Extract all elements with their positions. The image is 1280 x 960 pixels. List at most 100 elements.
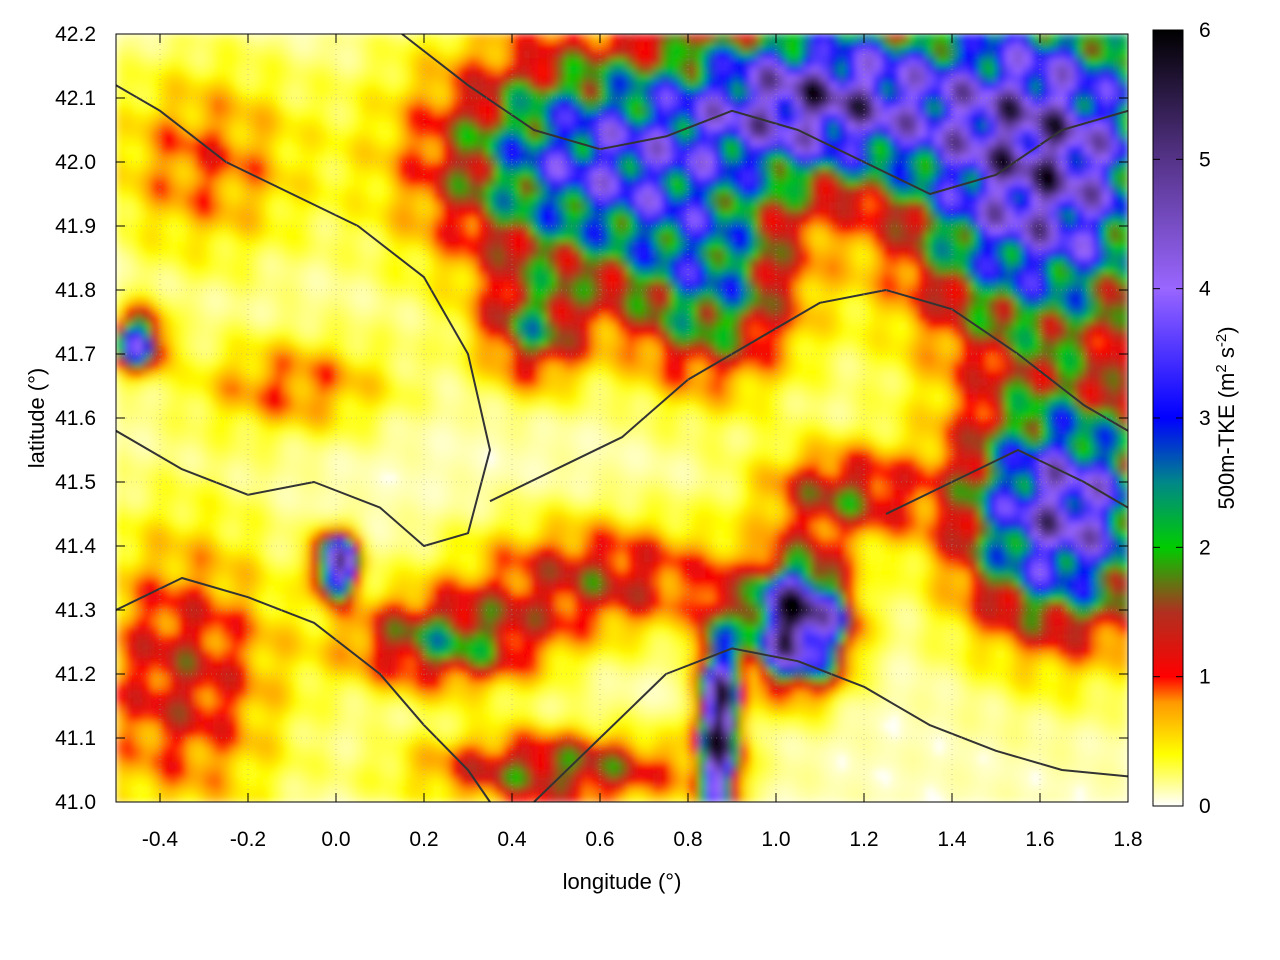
tke-cell xyxy=(318,74,328,83)
tke-cell xyxy=(204,362,214,371)
tke-cell xyxy=(212,338,223,347)
tke-cell xyxy=(529,210,539,219)
tke-cell xyxy=(248,34,258,43)
tke-cell xyxy=(318,234,328,243)
tke-cell xyxy=(811,226,821,235)
tke-cell xyxy=(705,346,715,355)
tke-cell xyxy=(679,306,689,315)
tke-cell xyxy=(617,162,627,171)
tke-cell xyxy=(388,218,399,227)
tke-cell xyxy=(714,354,724,363)
tke-cell xyxy=(362,218,372,227)
tke-cell xyxy=(1013,122,1023,131)
tke-cell xyxy=(230,250,240,259)
tke-cell xyxy=(221,74,231,83)
tke-cell xyxy=(626,194,636,203)
tke-cell xyxy=(476,58,487,67)
tke-cell xyxy=(1057,322,1067,331)
tke-cell xyxy=(1084,370,1094,379)
tke-cell xyxy=(265,90,275,99)
tke-cell xyxy=(987,98,997,107)
tke-cell xyxy=(564,74,575,83)
tke-cell xyxy=(177,146,187,155)
tke-cell xyxy=(952,210,962,219)
tke-cell xyxy=(406,226,416,235)
tke-cell xyxy=(274,322,284,331)
tke-cell xyxy=(1031,186,1041,195)
tke-cell xyxy=(1040,266,1050,275)
tke-cell xyxy=(1119,306,1128,315)
tke-cell xyxy=(476,178,487,187)
tke-cell xyxy=(688,218,698,227)
tke-cell xyxy=(564,170,575,179)
tke-cell xyxy=(969,98,979,107)
tke-cell xyxy=(151,338,161,347)
tke-cell xyxy=(811,322,821,331)
tke-cell xyxy=(309,106,319,115)
tke-cell xyxy=(512,50,522,59)
tke-cell xyxy=(1048,306,1059,315)
tke-cell xyxy=(309,274,319,283)
tke-cell xyxy=(952,178,962,187)
tke-cell xyxy=(943,362,953,371)
tke-cell xyxy=(168,370,179,379)
tke-cell xyxy=(899,274,909,283)
tke-cell xyxy=(969,114,979,123)
tke-cell xyxy=(644,338,654,347)
tke-cell xyxy=(151,354,161,363)
tke-cell xyxy=(600,90,610,99)
tke-cell xyxy=(380,314,390,323)
tke-cell xyxy=(1004,330,1015,339)
tke-cell xyxy=(855,330,865,339)
tke-cell xyxy=(837,98,847,107)
tke-cell xyxy=(758,362,768,371)
tke-cell xyxy=(1066,362,1076,371)
tke-cell xyxy=(520,170,531,179)
tke-cell xyxy=(344,202,355,211)
tke-cell xyxy=(476,290,487,299)
tke-cell xyxy=(969,42,979,51)
tke-cell xyxy=(362,90,372,99)
tke-cell xyxy=(696,306,707,315)
tke-cell xyxy=(476,242,487,251)
tke-cell xyxy=(116,210,126,219)
tke-cell xyxy=(424,98,434,107)
tke-cell xyxy=(441,306,451,315)
tke-cell xyxy=(459,306,469,315)
tke-cell xyxy=(248,210,258,219)
tke-cell xyxy=(652,162,663,171)
tke-cell xyxy=(591,138,601,147)
tke-cell xyxy=(221,178,231,187)
tke-cell xyxy=(397,178,407,187)
tke-cell xyxy=(1119,114,1128,123)
tke-cell xyxy=(943,82,953,91)
tke-cell xyxy=(415,314,425,323)
tke-cell xyxy=(432,354,443,363)
tke-cell xyxy=(679,354,689,363)
tke-cell xyxy=(318,298,328,307)
tke-cell xyxy=(996,266,1006,275)
tke-cell xyxy=(890,266,900,275)
tke-cell xyxy=(758,162,768,171)
tke-cell xyxy=(811,290,821,299)
tke-cell xyxy=(476,210,487,219)
tke-cell xyxy=(1022,106,1032,115)
tke-cell xyxy=(1066,178,1076,187)
tke-cell xyxy=(811,354,821,363)
tke-cell xyxy=(776,314,786,323)
tke-cell xyxy=(723,354,733,363)
tke-cell xyxy=(872,282,883,291)
tke-cell xyxy=(644,82,654,91)
tke-cell xyxy=(1110,346,1120,355)
tke-cell xyxy=(802,202,812,211)
tke-cell xyxy=(732,82,742,91)
tke-cell xyxy=(943,322,953,331)
tke-cell xyxy=(617,122,627,131)
tke-cell xyxy=(248,258,258,267)
tke-cell xyxy=(564,242,575,251)
tke-cell xyxy=(644,282,654,291)
tke-cell xyxy=(828,290,839,299)
tke-cell xyxy=(388,346,399,355)
tke-cell xyxy=(388,330,399,339)
tke-cell xyxy=(142,42,152,51)
